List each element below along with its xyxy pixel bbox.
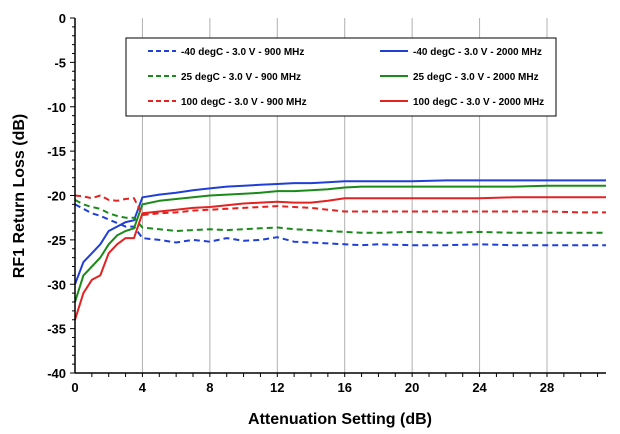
legend-box (125, 37, 557, 117)
y-tick-label: -35 (47, 322, 66, 337)
x-tick-label: 4 (139, 380, 147, 395)
y-tick-label: -30 (47, 277, 66, 292)
legend: -40 degC - 3.0 V - 900 MHz -40 degC - 3.0… (125, 37, 557, 117)
y-tick-label: -40 (47, 366, 66, 381)
x-tick-label: 0 (71, 380, 78, 395)
y-tick-label: -20 (47, 189, 66, 204)
x-tick-label: 20 (405, 380, 419, 395)
legend-label-1: -40 degC - 3.0 V - 2000 MHz (413, 47, 542, 58)
y-tick-label: -5 (54, 55, 66, 70)
legend-label-0: -40 degC - 3.0 V - 900 MHz (181, 47, 304, 58)
y-tick-label: -25 (47, 233, 66, 248)
series-line-3 (74, 184, 606, 303)
x-axis-title: Attenuation Setting (dB) (248, 411, 432, 428)
x-tick-label: 8 (206, 380, 213, 395)
series-lines (74, 179, 606, 321)
y-tick-label: -15 (47, 144, 66, 159)
legend-label-3: 25 degC - 3.0 V - 2000 MHz (413, 72, 539, 83)
y-tick-labels: 0 -5 -10 -15 -20 -25 -30 -35 -40 (47, 11, 75, 381)
x-tick-label: 28 (540, 380, 554, 395)
series-line-4 (74, 194, 606, 216)
legend-label-2: 25 degC - 3.0 V - 900 MHz (181, 72, 301, 83)
x-tick-labels: 0 4 8 12 16 20 24 28 (71, 373, 599, 395)
x-tick-label: 24 (472, 380, 487, 395)
y-axis-title: RF1 Return Loss (dB) (11, 114, 28, 278)
x-tick-label: 16 (337, 380, 351, 395)
series-line-0 (74, 203, 606, 247)
x-tick-label: 12 (270, 380, 284, 395)
legend-label-5: 100 degC - 3.0 V - 2000 MHz (413, 97, 544, 108)
y-tick-label: 0 (59, 11, 66, 26)
series-line-1 (74, 179, 606, 285)
series-line-2 (74, 199, 606, 234)
series-line-5 (74, 196, 606, 321)
y-tick-label: -10 (47, 100, 66, 115)
legend-label-4: 100 degC - 3.0 V - 900 MHz (181, 97, 307, 108)
